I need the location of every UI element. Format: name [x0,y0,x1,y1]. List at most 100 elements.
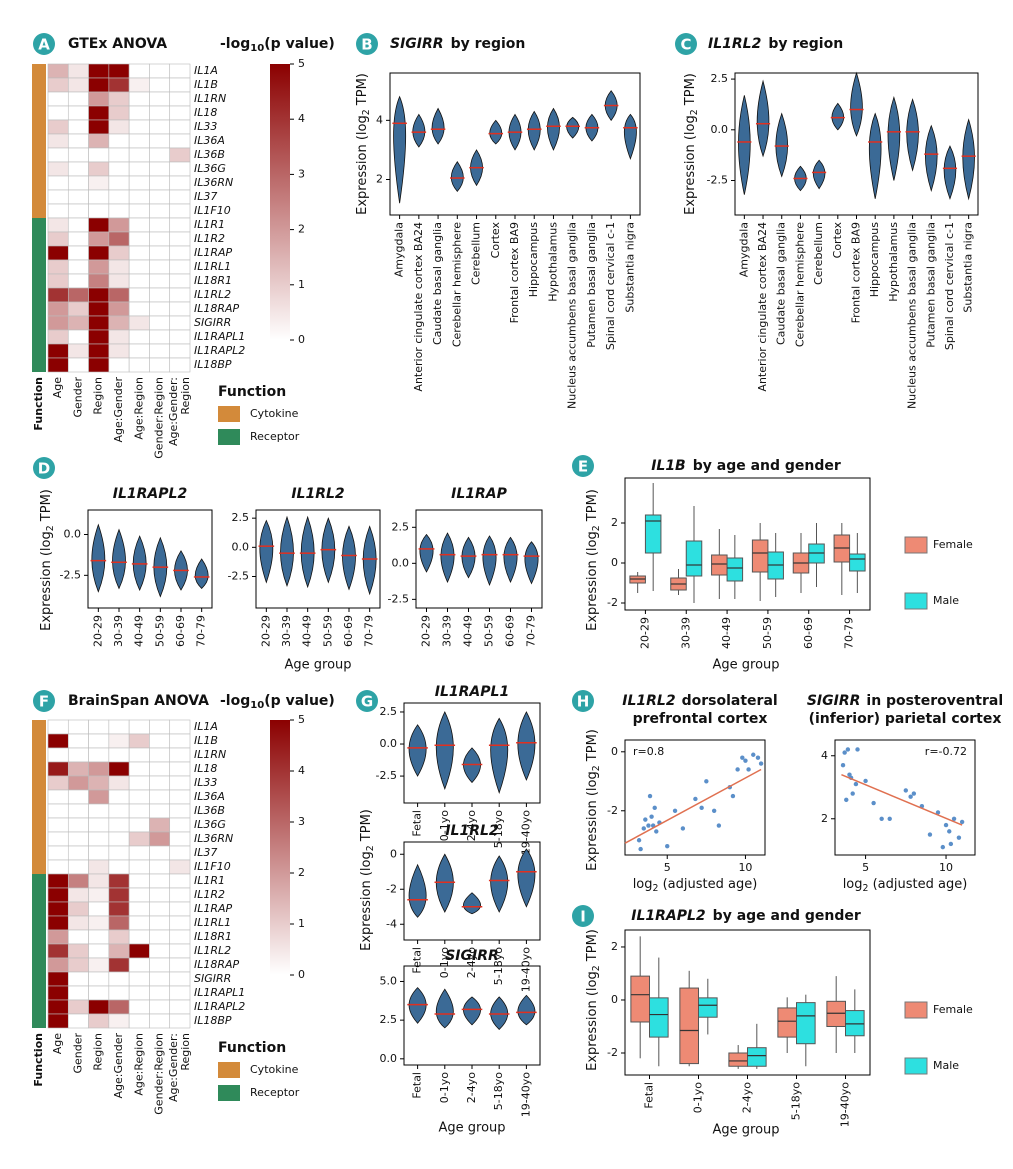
label-part: 2 [45,525,56,531]
x-tick-label: Fetal [643,1082,656,1109]
heat-cell [108,63,130,79]
heat-cell [67,803,89,819]
heat-cell [108,957,130,973]
column-label: Gender [71,1033,84,1074]
gene-name: IL1RL2 [622,693,675,709]
heat-cell [47,329,69,345]
heat-cell [108,77,130,93]
heat-cell [88,971,110,987]
x-tick-label: 2-4yo [465,1072,478,1103]
column-label: Age:Gender [112,1033,125,1099]
violin [566,116,580,139]
y-tick-label: -2.5 [707,174,728,187]
heat-cell [169,915,191,931]
point [908,794,913,799]
column-label: Age:Region [132,377,145,440]
colorbar-tick-label: 4 [298,112,305,125]
heat-cell [108,733,130,749]
heat-cell [67,231,89,247]
heat-cell [67,189,89,205]
x-tick-label: 50-59 [153,615,166,647]
point [887,816,892,821]
function-cell [32,274,46,288]
x-tick-label: 40-49 [133,615,146,647]
heat-cell [169,301,191,317]
heat-cell [47,775,69,791]
heat-cell [47,887,69,903]
function-cell [32,874,46,888]
title-text: BrainSpan ANOVA [68,693,209,709]
heat-cell [149,203,171,219]
heat-cell [88,901,110,917]
violin [962,118,975,201]
point [647,793,653,799]
legend-swatch [218,1085,240,1101]
heat-cell [149,133,171,149]
panel-title: GTEx ANOVA [68,36,167,52]
legend-label: Male [933,1059,959,1072]
x-tick-label: 10 [738,861,752,874]
heat-cell [67,775,89,791]
heat-cell [149,803,171,819]
heat-cell [169,119,191,135]
heat-cell [88,105,110,121]
function-cell [32,316,46,330]
heat-cell [169,789,191,805]
x-tick-label: Spinal cord cervical c-1 [943,222,956,350]
heat-cell [47,287,69,303]
y-axis-label: Expression (log2 TPM) [355,73,372,215]
heat-cell [108,189,130,205]
violin [812,159,826,190]
gene-name: SIGIRR [445,948,499,964]
annotation: r=-0.72 [925,745,967,758]
label-part: -log [220,36,250,52]
x-tick-label: Hippocampus [527,222,540,297]
function-cell [32,972,46,986]
legend-label: Male [933,594,959,607]
label-part: Expression (log [585,971,600,1071]
heat-cell [149,315,171,331]
heat-cell [169,873,191,889]
legend-swatch [904,536,928,554]
heat-cell [149,845,171,861]
heat-cell [67,719,89,735]
heat-cell [149,817,171,833]
label-part: log [633,877,653,892]
point [716,823,722,828]
x-tick-label: Substantia nigra [623,222,636,313]
row-label: IL36B [194,804,225,817]
heat-cell [128,133,150,149]
label-part: (p value) [264,693,335,709]
heat-cell [67,887,89,903]
heat-cell [108,887,130,903]
function-cell [32,358,46,372]
function-cell [32,790,46,804]
colorbar-tick-label: 0 [298,968,305,981]
heat-cell [67,119,89,135]
function-cell [32,1014,46,1028]
function-cell [32,720,46,734]
point [743,758,748,763]
panel-title: IL1B by age and gender [651,458,841,474]
heat-cell [169,357,191,373]
function-cell [32,1000,46,1014]
gene-name: SIGIRR [807,693,861,709]
panel-title: IL1RAPL2 by age and gender [631,908,861,924]
heat-cell [67,1013,89,1029]
heat-cell [47,1013,69,1029]
point [699,805,704,811]
x-tick-label: 20-29 [91,615,104,647]
heat-cell [88,91,110,107]
heat-cell [128,803,150,819]
point [935,810,941,815]
heat-cell [47,245,69,261]
heat-cell [149,747,171,763]
violin [435,853,454,913]
heat-cell [47,259,69,275]
heat-cell [149,231,171,247]
x-tick-label: Spinal cord cervical c-1 [604,222,617,350]
function-cell [32,176,46,190]
heat-cell [67,971,89,987]
heat-cell [67,985,89,1001]
heat-cell [169,971,191,987]
